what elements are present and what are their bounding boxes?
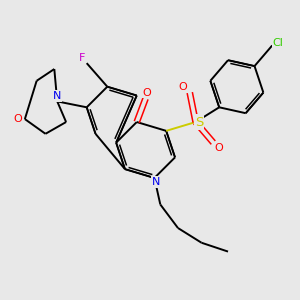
Text: N: N [53,91,61,101]
Text: F: F [79,53,85,63]
Text: Cl: Cl [273,38,283,47]
Text: O: O [214,143,223,153]
Text: O: O [178,82,187,92]
Text: S: S [195,116,203,128]
Text: O: O [143,88,152,98]
Text: N: N [152,177,160,188]
Text: O: O [13,114,22,124]
